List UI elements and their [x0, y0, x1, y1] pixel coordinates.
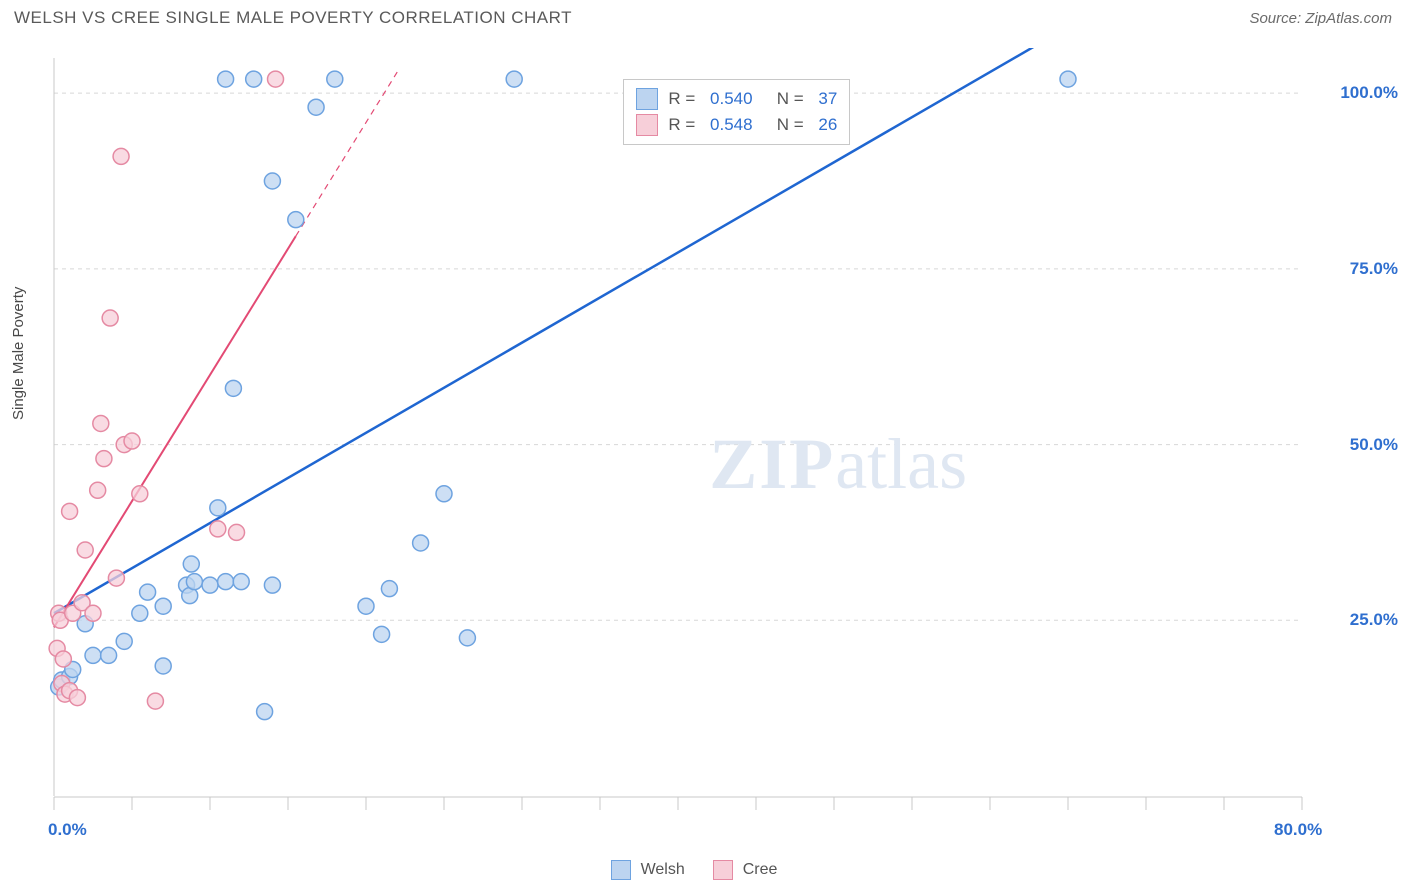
- correlation-box: R = 0.540 N = 37R = 0.548 N = 26: [623, 79, 850, 145]
- n-label: N =: [763, 89, 809, 109]
- legend-label: Cree: [743, 861, 778, 879]
- y-tick-label: 75.0%: [1350, 259, 1398, 279]
- legend-label: Welsh: [641, 861, 685, 879]
- n-value: 26: [818, 115, 837, 135]
- chart-area: ZIPatlas: [46, 48, 1390, 846]
- scatter-plot: [46, 48, 1390, 846]
- r-label: R =: [668, 115, 700, 135]
- correlation-row: R = 0.548 N = 26: [636, 112, 837, 138]
- r-value: 0.548: [710, 115, 753, 135]
- y-axis-label: Single Male Poverty: [10, 287, 27, 420]
- legend-swatch: [611, 860, 631, 880]
- legend-swatch: [713, 860, 733, 880]
- series-swatch: [636, 114, 658, 136]
- correlation-row: R = 0.540 N = 37: [636, 86, 837, 112]
- series-legend: Welsh Cree: [0, 860, 1406, 880]
- x-tick-label: 80.0%: [1274, 820, 1322, 840]
- n-label: N =: [763, 115, 809, 135]
- y-tick-label: 50.0%: [1350, 435, 1398, 455]
- y-tick-label: 100.0%: [1340, 83, 1398, 103]
- r-value: 0.540: [710, 89, 753, 109]
- n-value: 37: [818, 89, 837, 109]
- y-tick-label: 25.0%: [1350, 610, 1398, 630]
- x-tick-label: 0.0%: [48, 820, 87, 840]
- series-swatch: [636, 88, 658, 110]
- chart-header: WELSH VS CREE SINGLE MALE POVERTY CORREL…: [0, 0, 1406, 32]
- source-label: Source: ZipAtlas.com: [1249, 10, 1392, 27]
- chart-title: WELSH VS CREE SINGLE MALE POVERTY CORREL…: [14, 8, 572, 28]
- r-label: R =: [668, 89, 700, 109]
